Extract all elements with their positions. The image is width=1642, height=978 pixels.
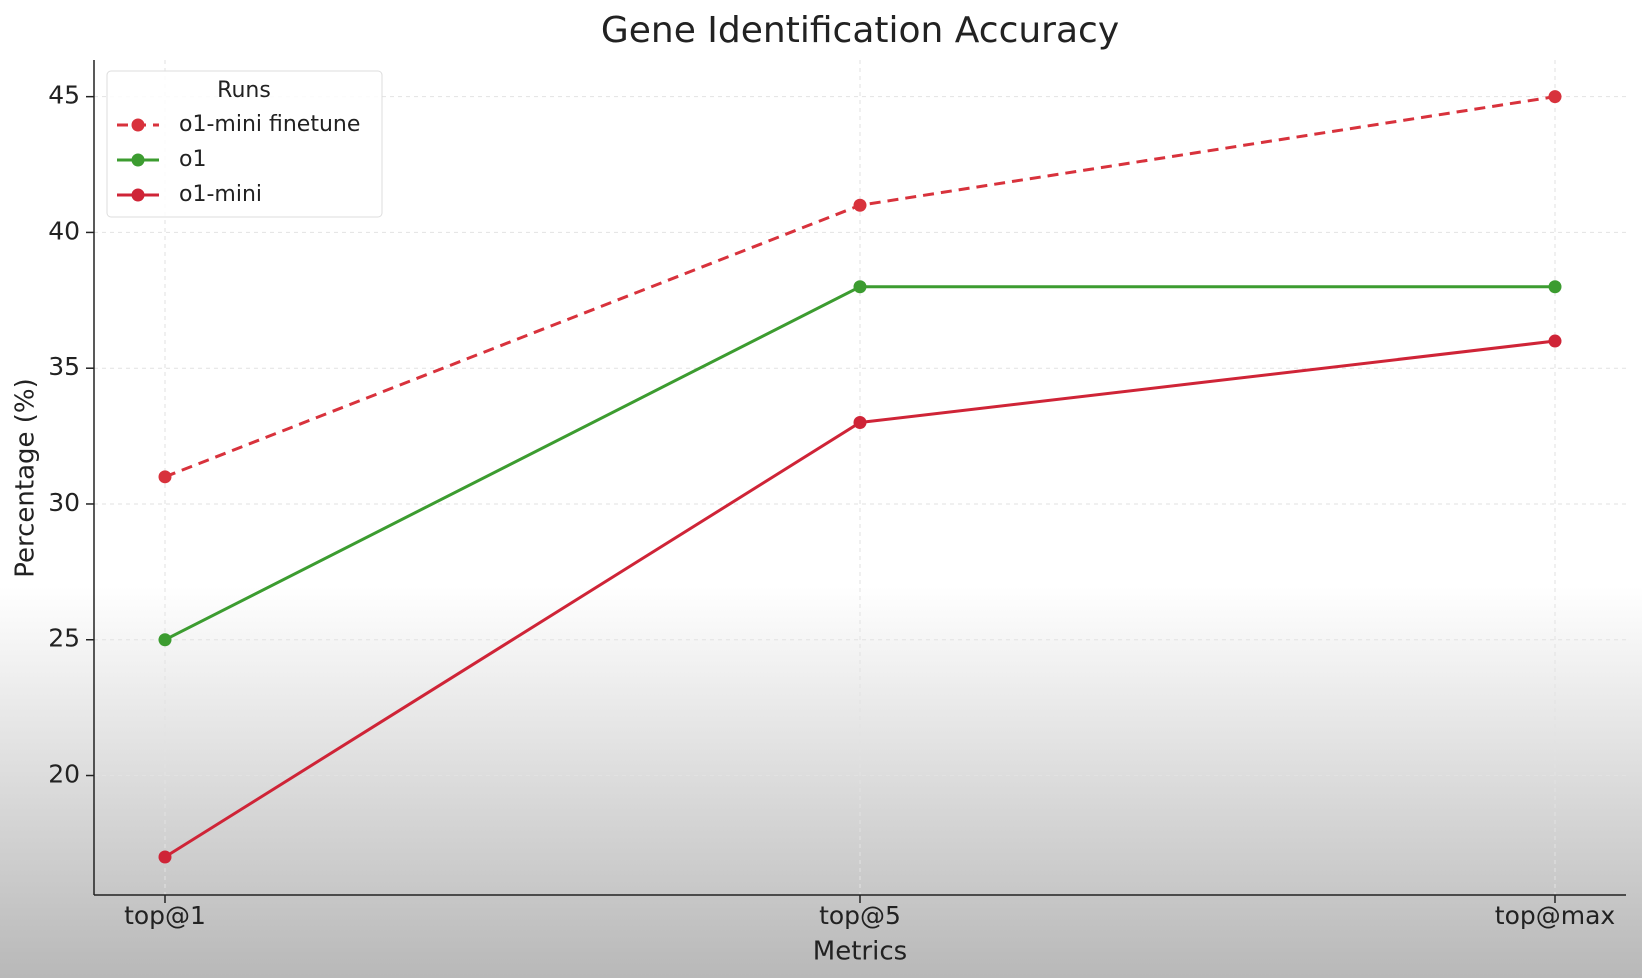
y-tick-label: 30 [48, 488, 80, 517]
point [853, 416, 867, 430]
legend-title: Runs [217, 78, 271, 103]
point [853, 198, 867, 212]
legend-marker [131, 188, 145, 202]
x-tick-label: top@5 [819, 901, 901, 930]
legend-label: o1-mini finetune [179, 112, 360, 137]
legend-box [106, 70, 383, 218]
y-tick-label: 40 [48, 216, 80, 245]
legend-marker [131, 118, 145, 132]
y-tick-label: 45 [48, 81, 80, 110]
y-axis-label: Percentage (%) [11, 378, 41, 578]
legend-label: o1 [179, 147, 206, 172]
point [853, 280, 867, 294]
point [1548, 280, 1562, 294]
y-tick-label: 35 [48, 352, 80, 381]
legend-marker [131, 153, 145, 167]
legend-label: o1-mini [179, 182, 262, 207]
x-axis-label: Metrics [813, 937, 907, 967]
y-tick-label: 25 [48, 624, 80, 653]
point [1548, 334, 1562, 348]
point [158, 633, 172, 647]
x-tick-label: top@max [1495, 901, 1615, 930]
chart-title: Gene Identification Accuracy [601, 10, 1119, 51]
point [158, 470, 172, 484]
y-tick-label: 20 [48, 760, 80, 789]
point [158, 850, 172, 864]
point [1548, 90, 1562, 104]
x-tick-label: top@1 [124, 901, 206, 930]
